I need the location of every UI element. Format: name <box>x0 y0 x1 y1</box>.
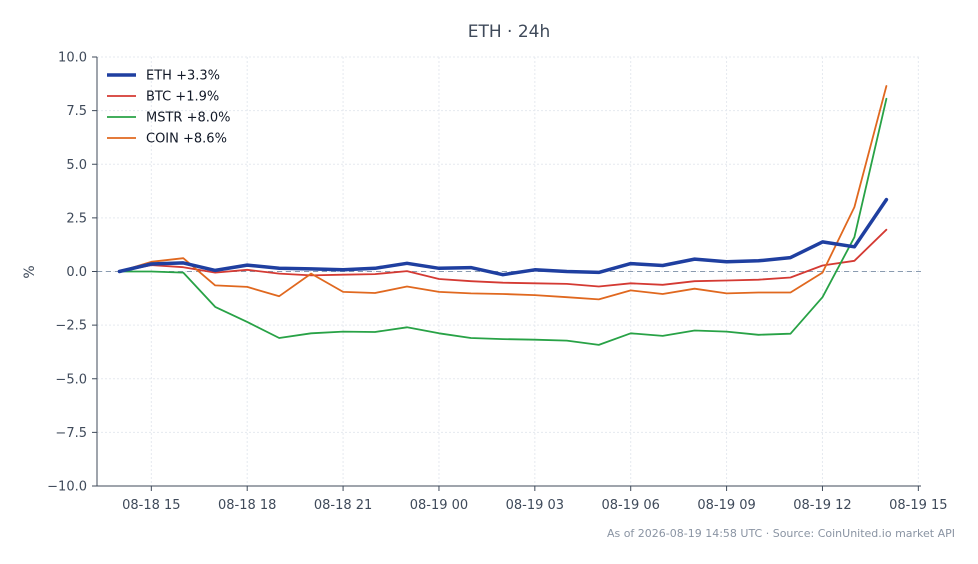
y-tick-label: 0.0 <box>66 265 87 280</box>
x-tick-label: 08-18 15 <box>122 498 180 513</box>
y-ticks: −10.0 −7.5 −5.0 −2.5 0.0 2.5 5.0 7.5 10.0 <box>47 51 97 495</box>
series-line-btc <box>118 228 888 288</box>
x-tick-label: 08-18 21 <box>314 498 372 513</box>
y-tick-label: 5.0 <box>66 158 87 173</box>
x-tick-label: 08-19 12 <box>793 498 851 513</box>
source-footer: As of 2026-08-19 14:58 UTC · Source: Coi… <box>607 527 955 540</box>
x-tick-label: 08-19 09 <box>697 498 755 513</box>
y-tick-label: −2.5 <box>55 319 87 334</box>
x-tick-label: 08-19 06 <box>601 498 659 513</box>
y-tick-label: −7.5 <box>55 426 87 441</box>
x-tick-label: 08-19 03 <box>506 498 564 513</box>
legend-label: ETH +3.3% <box>146 69 220 84</box>
legend-label: BTC +1.9% <box>146 90 219 105</box>
chart-title: ETH · 24h <box>468 22 551 42</box>
legend: ETH +3.3% BTC +1.9% MSTR +8.0% COIN +8.6% <box>107 69 231 147</box>
series-line-eth <box>117 197 889 277</box>
y-tick-label: −10.0 <box>47 480 87 495</box>
x-tick-label: 08-19 15 <box>889 498 947 513</box>
y-tick-label: −5.0 <box>55 372 87 387</box>
y-tick-label: 10.0 <box>58 51 87 66</box>
y-tick-label: 7.5 <box>66 104 87 119</box>
series-line-mstr <box>118 97 888 346</box>
y-tick-label: 2.5 <box>66 211 87 226</box>
legend-label: COIN +8.6% <box>146 132 227 147</box>
y-axis-label: % <box>22 265 38 278</box>
legend-label: MSTR +8.0% <box>146 111 231 126</box>
x-tick-label: 08-18 18 <box>218 498 276 513</box>
x-tick-label: 08-19 00 <box>410 498 468 513</box>
series-layer <box>117 85 889 346</box>
x-ticks: 08-18 15 08-18 18 08-18 21 08-19 00 08-19 03… <box>122 486 948 513</box>
series-line-coin <box>118 85 888 301</box>
